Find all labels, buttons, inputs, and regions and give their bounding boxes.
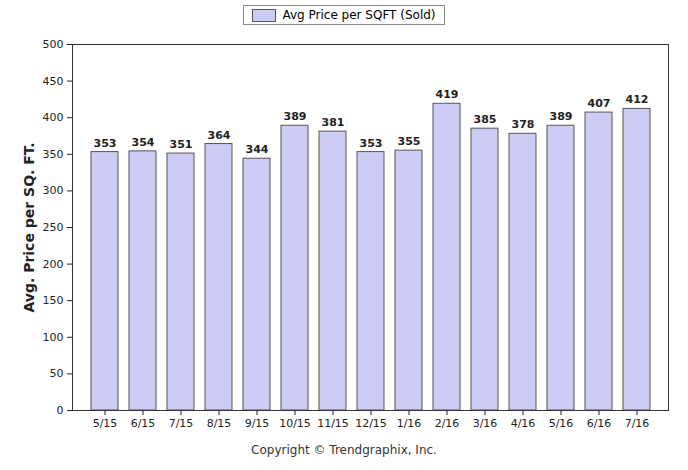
svg-text:344: 344 — [246, 143, 269, 156]
svg-text:400: 400 — [43, 111, 64, 124]
svg-text:500: 500 — [43, 38, 64, 51]
svg-text:419: 419 — [436, 88, 459, 101]
svg-text:350: 350 — [43, 148, 64, 161]
svg-text:3/16: 3/16 — [473, 417, 498, 430]
svg-text:389: 389 — [284, 110, 307, 123]
svg-text:385: 385 — [474, 113, 497, 126]
svg-text:8/15: 8/15 — [207, 417, 232, 430]
svg-text:11/15: 11/15 — [317, 417, 349, 430]
svg-text:9/15: 9/15 — [245, 417, 270, 430]
svg-text:50: 50 — [50, 367, 64, 380]
svg-text:7/16: 7/16 — [625, 417, 650, 430]
svg-text:354: 354 — [132, 136, 155, 149]
svg-text:100: 100 — [43, 331, 64, 344]
html-text:Copyright © Trendgraphix, Inc.: Copyright © Trendgraphix, Inc. — [251, 443, 437, 457]
svg-text:6/15: 6/15 — [131, 417, 156, 430]
svg-text:353: 353 — [94, 137, 117, 150]
svg-text:355: 355 — [398, 135, 421, 148]
svg-text:407: 407 — [588, 97, 611, 110]
svg-text:2/16: 2/16 — [435, 417, 460, 430]
svg-text:5/15: 5/15 — [93, 417, 118, 430]
svg-text:Avg. Price per SQ. FT.: Avg. Price per SQ. FT. — [21, 142, 37, 312]
svg-text:351: 351 — [170, 138, 193, 151]
svg-text:412: 412 — [626, 93, 649, 106]
svg-text:150: 150 — [43, 294, 64, 307]
svg-text:250: 250 — [43, 221, 64, 234]
svg-text:200: 200 — [43, 258, 64, 271]
svg-text:364: 364 — [208, 129, 231, 142]
svg-text:6/16: 6/16 — [587, 417, 612, 430]
html-text:Avg Price per SQFT (Sold): Avg Price per SQFT (Sold) — [282, 8, 436, 22]
svg-text:12/15: 12/15 — [355, 417, 387, 430]
svg-text:4/16: 4/16 — [511, 417, 536, 430]
svg-text:5/16: 5/16 — [549, 417, 574, 430]
svg-text:7/15: 7/15 — [169, 417, 194, 430]
svg-text:10/15: 10/15 — [279, 417, 311, 430]
svg-text:0: 0 — [57, 404, 64, 417]
svg-text:1/16: 1/16 — [397, 417, 422, 430]
svg-text:381: 381 — [322, 116, 345, 129]
svg-text:378: 378 — [512, 118, 535, 131]
svg-text:389: 389 — [550, 110, 573, 123]
svg-text:300: 300 — [43, 184, 64, 197]
svg-text:450: 450 — [43, 75, 64, 88]
svg-text:353: 353 — [360, 137, 383, 150]
